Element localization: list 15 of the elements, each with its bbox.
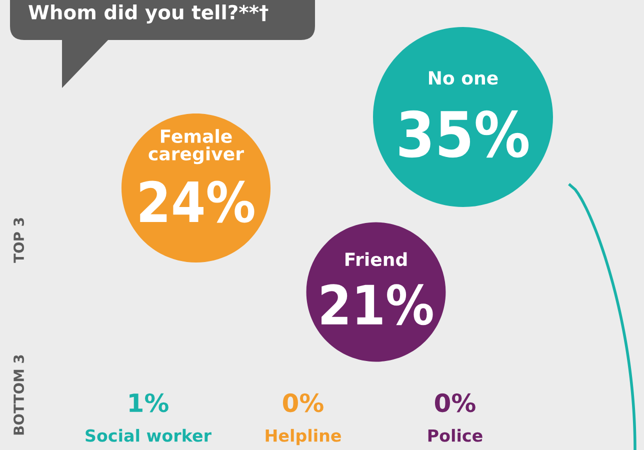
data-label: 0% [282, 393, 324, 412]
data-label: 35% [399, 110, 529, 158]
category-label: No one [429, 71, 498, 85]
text: BOTTOM 3 [14, 355, 24, 435]
category-label: Helpline [266, 428, 341, 446]
text: TOP 3 [14, 218, 24, 263]
data-label: 0% [434, 393, 476, 412]
category-label: Police [428, 428, 482, 442]
text: Whom did you tell?**† [28, 4, 268, 24]
data-label: 21% [322, 284, 433, 326]
category-label: Social worker [86, 428, 212, 442]
category-label: Friend [346, 252, 407, 266]
category-label: Female caregiver [148, 129, 244, 164]
data-label: 1% [130, 393, 168, 412]
data-label: 24% [140, 180, 254, 223]
